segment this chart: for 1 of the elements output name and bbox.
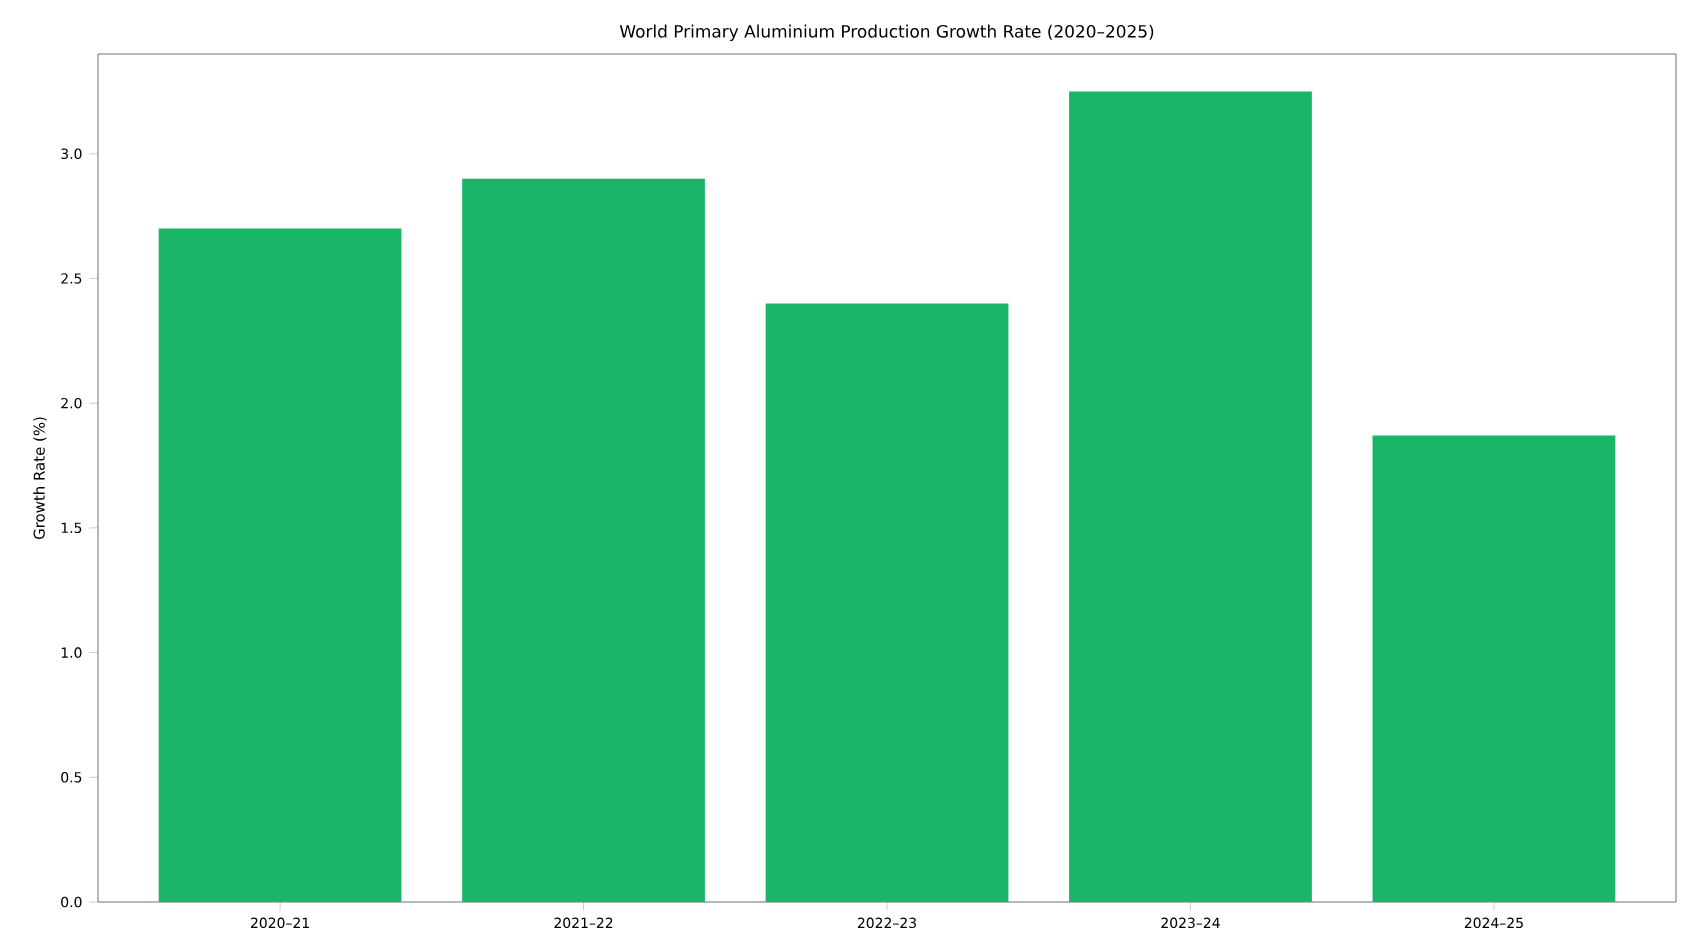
chart-title: World Primary Aluminium Production Growth Rate (2020–2025) xyxy=(619,24,1154,42)
